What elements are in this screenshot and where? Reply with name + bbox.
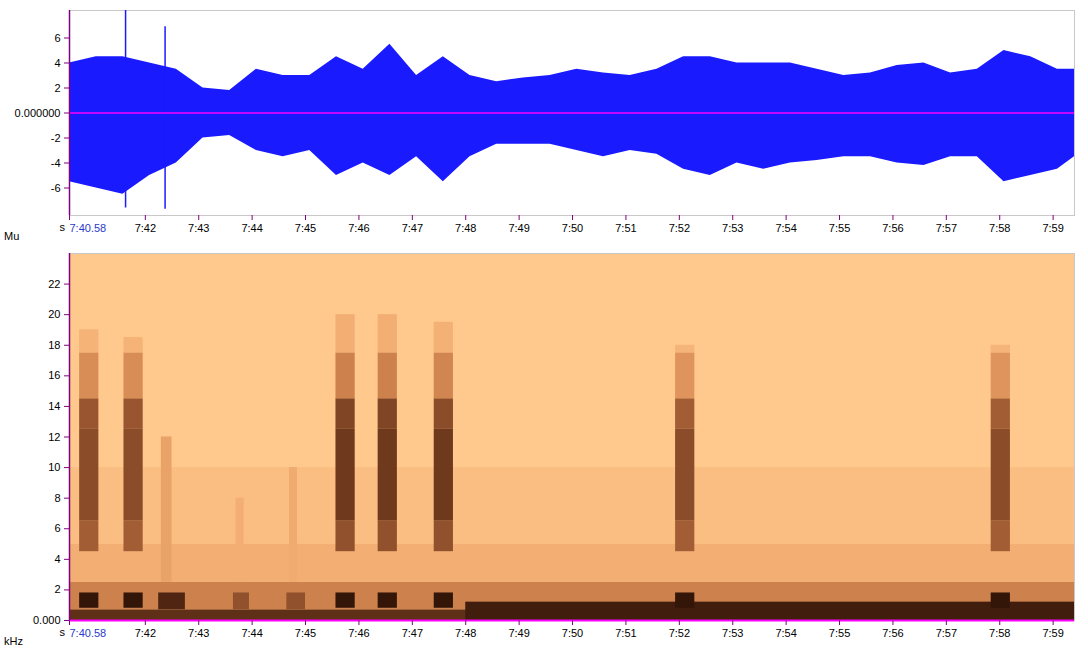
svg-text:16: 16 bbox=[48, 369, 60, 381]
html-text:Mu: Mu bbox=[4, 230, 20, 242]
svg-text:8: 8 bbox=[54, 492, 60, 504]
svg-text:7:42: 7:42 bbox=[135, 222, 156, 234]
svg-text:6: 6 bbox=[54, 522, 60, 534]
svg-text:7:51: 7:51 bbox=[615, 627, 636, 639]
svg-text:7:50: 7:50 bbox=[562, 627, 583, 639]
svg-text:7:45: 7:45 bbox=[295, 222, 316, 234]
svg-text:7:47: 7:47 bbox=[402, 222, 423, 234]
svg-text:7:59: 7:59 bbox=[1042, 222, 1063, 234]
svg-text:7:53: 7:53 bbox=[722, 222, 743, 234]
html-text:s: s bbox=[59, 626, 65, 638]
svg-text:7:58: 7:58 bbox=[989, 627, 1010, 639]
svg-text:7:55: 7:55 bbox=[829, 222, 850, 234]
svg-text:20: 20 bbox=[48, 308, 60, 320]
svg-text:14: 14 bbox=[48, 400, 60, 412]
svg-text:7:59: 7:59 bbox=[1042, 627, 1063, 639]
svg-text:7:54: 7:54 bbox=[775, 222, 796, 234]
svg-text:7:40.58: 7:40.58 bbox=[70, 627, 107, 639]
svg-text:7:46: 7:46 bbox=[348, 222, 369, 234]
svg-text:7:53: 7:53 bbox=[722, 627, 743, 639]
svg-text:-4: -4 bbox=[51, 157, 61, 169]
svg-text:7:57: 7:57 bbox=[936, 222, 957, 234]
svg-text:7:52: 7:52 bbox=[669, 222, 690, 234]
svg-text:7:46: 7:46 bbox=[348, 627, 369, 639]
svg-text:7:44: 7:44 bbox=[241, 627, 262, 639]
svg-text:7:49: 7:49 bbox=[508, 627, 529, 639]
svg-text:7:58: 7:58 bbox=[989, 222, 1010, 234]
svg-text:7:56: 7:56 bbox=[882, 627, 903, 639]
svg-text:7:48: 7:48 bbox=[455, 222, 476, 234]
svg-text:7:47: 7:47 bbox=[402, 627, 423, 639]
svg-text:7:57: 7:57 bbox=[936, 627, 957, 639]
html-text:s: s bbox=[59, 221, 65, 233]
svg-text:4: 4 bbox=[54, 57, 60, 69]
svg-text:7:48: 7:48 bbox=[455, 627, 476, 639]
html-text:kHz: kHz bbox=[4, 635, 23, 647]
svg-text:12: 12 bbox=[48, 431, 60, 443]
svg-text:7:50: 7:50 bbox=[562, 222, 583, 234]
svg-text:7:42: 7:42 bbox=[135, 627, 156, 639]
svg-text:7:52: 7:52 bbox=[669, 627, 690, 639]
svg-text:7:49: 7:49 bbox=[508, 222, 529, 234]
svg-text:0.000: 0.000 bbox=[33, 614, 61, 626]
svg-text:7:56: 7:56 bbox=[882, 222, 903, 234]
svg-text:7:40.58: 7:40.58 bbox=[70, 222, 107, 234]
svg-text:6: 6 bbox=[54, 32, 60, 44]
svg-text:7:55: 7:55 bbox=[829, 627, 850, 639]
svg-text:7:44: 7:44 bbox=[241, 222, 262, 234]
svg-text:7:51: 7:51 bbox=[615, 222, 636, 234]
svg-text:0.000000: 0.000000 bbox=[15, 107, 61, 119]
svg-text:10: 10 bbox=[48, 461, 60, 473]
svg-text:-6: -6 bbox=[51, 182, 61, 194]
svg-text:22: 22 bbox=[48, 278, 60, 290]
svg-text:4: 4 bbox=[54, 553, 60, 565]
svg-text:7:54: 7:54 bbox=[775, 627, 796, 639]
svg-text:2: 2 bbox=[54, 82, 60, 94]
svg-text:-2: -2 bbox=[51, 132, 61, 144]
svg-text:2: 2 bbox=[54, 583, 60, 595]
svg-text:7:43: 7:43 bbox=[188, 627, 209, 639]
svg-text:7:45: 7:45 bbox=[295, 627, 316, 639]
svg-text:18: 18 bbox=[48, 339, 60, 351]
svg-text:7:43: 7:43 bbox=[188, 222, 209, 234]
